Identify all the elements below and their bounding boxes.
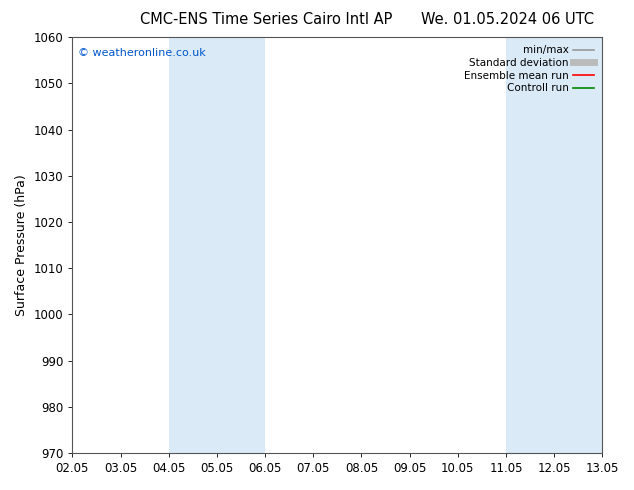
Text: We. 01.05.2024 06 UTC: We. 01.05.2024 06 UTC [421,12,593,27]
Bar [506,37,602,453]
Y-axis label: Surface Pressure (hPa): Surface Pressure (hPa) [15,174,28,316]
Bar [169,37,265,453]
Text: © weatheronline.co.uk: © weatheronline.co.uk [77,48,205,57]
Text: CMC-ENS Time Series Cairo Intl AP: CMC-ENS Time Series Cairo Intl AP [140,12,392,27]
Legend: min/max, Standard deviation, Ensemble mean run, Controll run: min/max, Standard deviation, Ensemble me… [461,42,597,97]
